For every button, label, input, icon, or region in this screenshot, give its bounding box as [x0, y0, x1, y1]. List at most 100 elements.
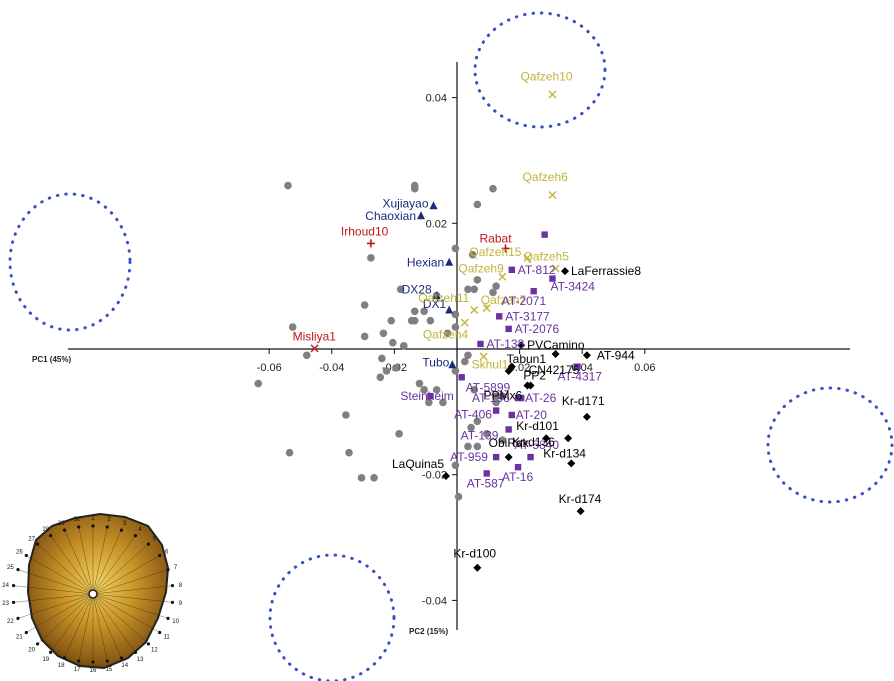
- marker-unlabeled-comparative: [482, 430, 491, 438]
- landmark-number: 27: [28, 537, 35, 543]
- label-dx1: DX1: [423, 297, 447, 311]
- landmark-number: 18: [58, 663, 65, 669]
- label-tabun1: Tabun1: [507, 352, 547, 366]
- marker-unlabeled-comparative: [410, 307, 419, 316]
- marker-hexian: [445, 257, 454, 266]
- marker-unlabeled-comparative: [461, 357, 469, 366]
- dotted-outline-left: [8, 192, 132, 332]
- marker-unlabeled-comparative: [426, 316, 435, 325]
- marker-unlabeled-comparative: [395, 430, 403, 438]
- landmark-number: 19: [43, 657, 50, 663]
- label-at-959: AT-959: [450, 450, 488, 464]
- marker-at-3177: [496, 313, 503, 320]
- marker-unlabeled-comparative: [382, 367, 391, 375]
- landmark-number: 11: [163, 635, 170, 641]
- marker-unlabeled-comparative: [451, 323, 460, 331]
- marker-unlabeled-comparative: [492, 282, 500, 290]
- marker-unlabeled-comparative: [489, 184, 497, 193]
- landmark-point: [105, 525, 109, 529]
- marker-unlabeled-comparative: [492, 392, 500, 400]
- marker-unlabeled-comparative: [420, 307, 428, 316]
- label-chaoxian: Chaoxian: [365, 209, 416, 223]
- landmark-number: 8: [179, 583, 183, 589]
- landmark-point: [158, 630, 162, 635]
- label-at-2071: AT-2071: [502, 294, 547, 308]
- marker-kr-d171: [582, 412, 591, 421]
- landmark-point: [11, 600, 16, 604]
- marker-at-4317: [574, 363, 581, 370]
- landmark-point: [133, 650, 138, 654]
- marker-qafzeh5: [551, 264, 560, 273]
- marker-qafzeh10: [548, 90, 557, 99]
- label-at-2076: AT-2076: [515, 322, 560, 336]
- marker-purple-square: [541, 231, 548, 238]
- landmark-point: [166, 568, 170, 572]
- marker-at-5899: [458, 374, 465, 381]
- marker-unlabeled-comparative: [379, 329, 388, 338]
- marker-at-20: [508, 411, 515, 419]
- x-tick-label: 0.02: [509, 362, 530, 374]
- marker-chaoxian: [417, 211, 426, 220]
- label-at-3424: AT-3424: [550, 280, 595, 294]
- radial-line: [92, 535, 136, 595]
- marker-at-944: [582, 351, 591, 360]
- landmark-number: 20: [28, 647, 35, 653]
- landmark-point: [133, 534, 138, 538]
- radial-line: [50, 593, 94, 653]
- landmark-number: 28: [43, 527, 50, 533]
- marker-unlabeled-comparative: [288, 323, 297, 331]
- marker-unlabeled-comparative: [425, 398, 433, 407]
- marker-unlabeled-comparative: [451, 244, 460, 253]
- marker-at-138: [477, 340, 484, 348]
- inset-center-marker: [88, 589, 98, 599]
- label-misliya1: Misliya1: [293, 329, 337, 343]
- marker-at-587: [483, 470, 490, 477]
- radial-line: [92, 593, 169, 619]
- label-laquina5: LaQuina5: [392, 457, 444, 471]
- landmark-number: 14: [121, 663, 128, 669]
- landmark-point: [170, 600, 175, 604]
- landmark-number: 21: [16, 635, 23, 641]
- landmark-point: [24, 553, 28, 558]
- marker-unlabeled-comparative: [473, 442, 482, 451]
- marker-unlabeled-comparative: [473, 417, 482, 426]
- marker-kr-d174: [576, 507, 585, 516]
- label-qafzeh15: Qafzeh15: [469, 245, 521, 259]
- radial-line: [92, 593, 136, 653]
- marker-qafzeh4: [460, 318, 469, 327]
- marker-unlabeled-comparative: [467, 423, 475, 432]
- label-qafzeh6: Qafzeh6: [522, 170, 568, 184]
- marker-xujiayao: [429, 201, 438, 210]
- marker-unlabeled-comparative: [473, 200, 482, 209]
- label-qafzeh5: Qafzeh5: [524, 250, 570, 264]
- marker-at-812: [508, 266, 515, 274]
- marker-at-2071: [530, 287, 537, 295]
- label-at-5899: AT-5899: [466, 380, 511, 394]
- label-at-4317: AT-4317: [558, 370, 603, 384]
- label-at-138: AT-138: [486, 337, 524, 351]
- label-at-812: AT-812: [518, 263, 556, 277]
- landmark-number: 24: [2, 583, 9, 589]
- radial-line: [13, 585, 94, 595]
- label-at-139: AT-139: [461, 428, 499, 442]
- radial-line: [64, 529, 94, 595]
- marker-unlabeled-comparative: [387, 316, 396, 325]
- landmark-number: 17: [74, 667, 81, 673]
- radial-line: [92, 526, 108, 595]
- label-pvcamino: PVCamino: [527, 338, 585, 352]
- landmark-number: 9: [179, 601, 183, 607]
- marker-unlabeled-comparative: [399, 342, 408, 350]
- marker-at-959: [492, 453, 500, 461]
- label-at-944: AT-944: [597, 348, 635, 362]
- marker-at-139: [505, 426, 512, 433]
- marker-unlabeled-comparative: [464, 285, 472, 294]
- label-steinheim: Steinheim: [400, 389, 453, 403]
- label-qafzeh4: Qafzeh4: [423, 328, 469, 342]
- marker-unlabeled-comparative: [451, 310, 460, 319]
- dotted-outline-right: [766, 386, 894, 504]
- label-kr-d171: Kr-d171: [562, 394, 605, 408]
- marker-qafzeh9: [498, 272, 507, 281]
- landmark-point: [35, 542, 40, 546]
- landmark-point: [48, 534, 53, 538]
